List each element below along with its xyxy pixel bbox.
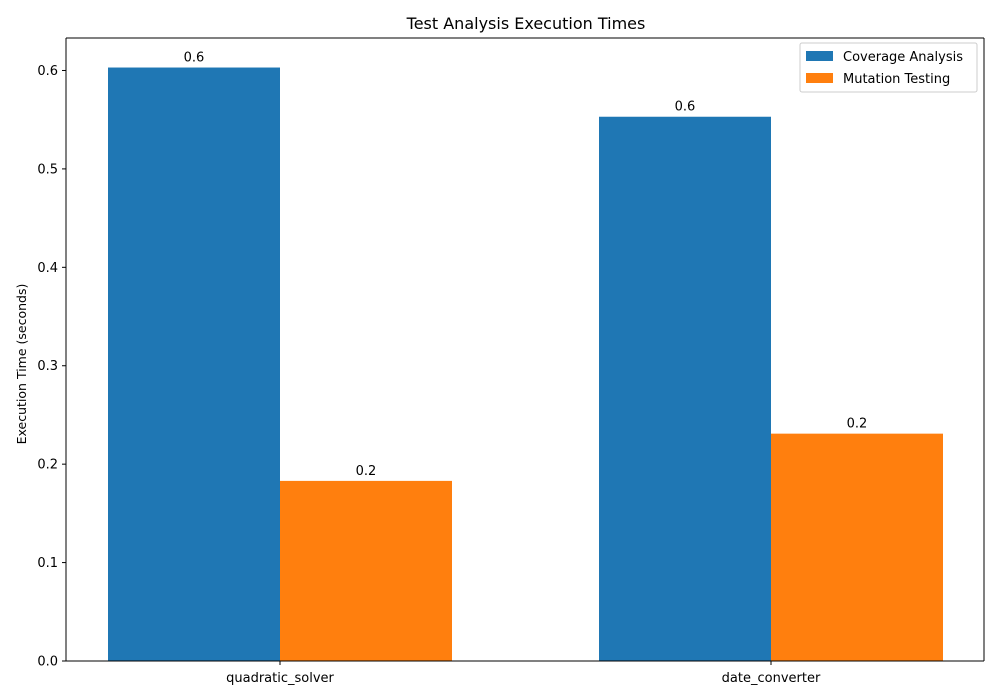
legend-swatch-mutation-testing: [806, 73, 833, 83]
bar-coverage-analysis-date_converter: [599, 116, 771, 661]
y-tick-label: 0.2: [37, 458, 58, 473]
bar-coverage-analysis-quadratic_solver: [108, 67, 280, 662]
legend-swatch-coverage-analysis: [806, 51, 833, 61]
plot-area: 0.6 0.6 0.2 0.2 0.0 0.1 0.2 0.3 0.4 0.5 0.6 quadrat…: [37, 37, 985, 686]
legend-box: [799, 42, 978, 93]
x-tick-label: date_converter: [722, 671, 821, 686]
bar-mutation-testing-quadratic_solver: [280, 480, 452, 661]
y-axis-label: Execution Time (seconds): [14, 284, 29, 445]
bar-mutation-testing-date_converter: [771, 433, 943, 661]
legend-label: Coverage Analysis: [843, 50, 963, 65]
data-label: 0.6: [675, 100, 696, 115]
y-tick-label: 0.6: [37, 64, 58, 79]
y-tick-label: 0.1: [37, 556, 58, 571]
chart-title: Test Analysis Execution Times: [406, 14, 646, 33]
y-tick-label: 0.3: [37, 359, 58, 374]
y-tick-label: 0.4: [37, 261, 58, 276]
data-label: 0.2: [356, 464, 377, 479]
legend: Coverage Analysis Mutation Testing: [799, 42, 978, 93]
data-label: 0.2: [847, 417, 868, 432]
y-tick-label: 0.0: [37, 655, 58, 670]
data-label: 0.6: [184, 51, 205, 66]
y-tick-label: 0.5: [37, 162, 58, 177]
legend-label: Mutation Testing: [843, 72, 950, 87]
x-tick-label: quadratic_solver: [226, 671, 334, 686]
